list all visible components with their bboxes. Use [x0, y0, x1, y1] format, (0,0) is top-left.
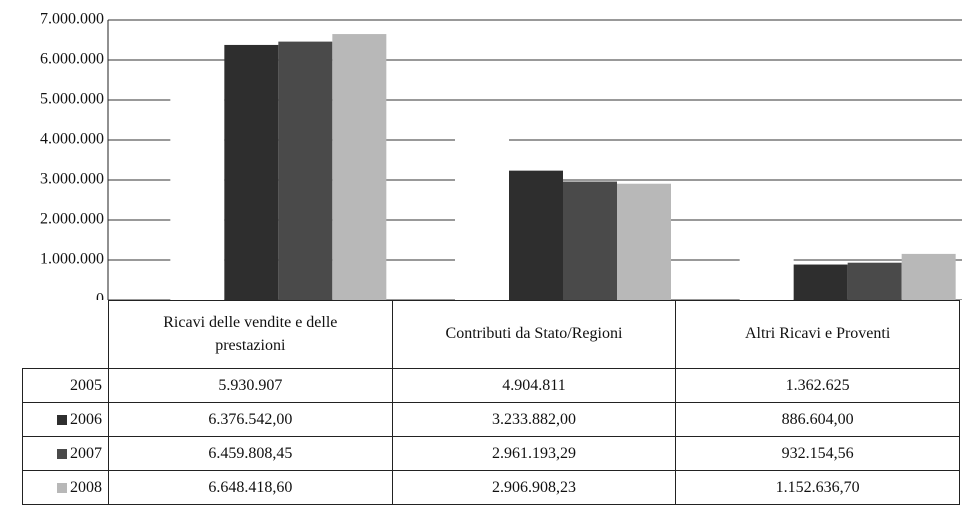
data-row: 2008 6.648.418,60 2.906.908,23 1.152.636,70 [22, 470, 960, 505]
y-tick-label: 1.000.000 [40, 251, 104, 268]
data-table: Ricavi delle vendite e delle prestazioni… [22, 300, 960, 505]
bar [901, 253, 956, 300]
bar [847, 262, 902, 300]
corner [22, 300, 109, 369]
value-cell: 6.376.542,00 [108, 402, 393, 437]
y-tick-label: 4.000.000 [40, 131, 104, 148]
value-cell: 932.154,56 [675, 436, 960, 471]
series-name: 2005 [70, 376, 102, 394]
bar [563, 181, 617, 300]
bar [278, 41, 333, 300]
series-name: 2008 [70, 478, 102, 496]
bar [170, 62, 225, 300]
value-cell: 2.906.908,23 [391, 470, 677, 505]
legend-swatch [57, 414, 67, 425]
series-name: 2007 [70, 444, 102, 462]
data-row: 2006 6.376.542,00 3.233.882,00 886.604,00 [22, 402, 960, 437]
y-tick-label: 0 [96, 291, 104, 300]
y-tick-label: 5.000.000 [40, 91, 104, 108]
chart: 0 1.000.000 2.000.000 3.000.000 4.000.000 5.0… [40, 11, 962, 300]
value-cell: 6.648.418,60 [108, 470, 393, 505]
bar [617, 183, 671, 300]
legend-swatch [57, 448, 67, 459]
legend-swatch [57, 482, 67, 493]
legend-entry: 2005 [22, 368, 109, 403]
y-tick-label: 7.000.000 [40, 11, 104, 28]
legend-entry: 2006 [22, 402, 109, 437]
header-row: Ricavi delle vendite e delle prestazioni… [22, 300, 960, 369]
y-tick-label: 6.000.000 [40, 51, 104, 68]
category-label: Contributi da Stato/Regioni [391, 300, 677, 369]
value-cell: 1.152.636,70 [675, 470, 960, 505]
value-cell: 1.362.625 [675, 368, 960, 403]
bar [455, 103, 509, 300]
legend-entry: 2008 [22, 470, 109, 505]
y-tick-label: 2.000.000 [40, 211, 104, 228]
data-row: 2007 6.459.808,45 2.961.193,29 932.154,56 [22, 436, 960, 471]
category-label: Altri Ricavi e Proventi [675, 300, 960, 369]
bar [509, 170, 563, 300]
value-cell: 6.459.808,45 [108, 436, 393, 471]
y-tick-label: 3.000.000 [40, 171, 104, 188]
category-label: Ricavi delle vendite e delle prestazioni [108, 300, 393, 369]
series-name: 2006 [70, 410, 102, 428]
value-cell: 2.961.193,29 [391, 436, 677, 471]
value-cell: 5.930.907 [108, 368, 393, 403]
bar [739, 245, 794, 300]
bar [793, 264, 848, 300]
value-cell: 4.904.811 [391, 368, 677, 403]
value-cell: 3.233.882,00 [391, 402, 677, 437]
legend-entry: 2007 [22, 436, 109, 471]
data-row: 2005 5.930.907 4.904.811 1.362.625 [22, 368, 960, 403]
bar [224, 44, 279, 300]
bar [332, 34, 387, 300]
value-cell: 886.604,00 [675, 402, 960, 437]
